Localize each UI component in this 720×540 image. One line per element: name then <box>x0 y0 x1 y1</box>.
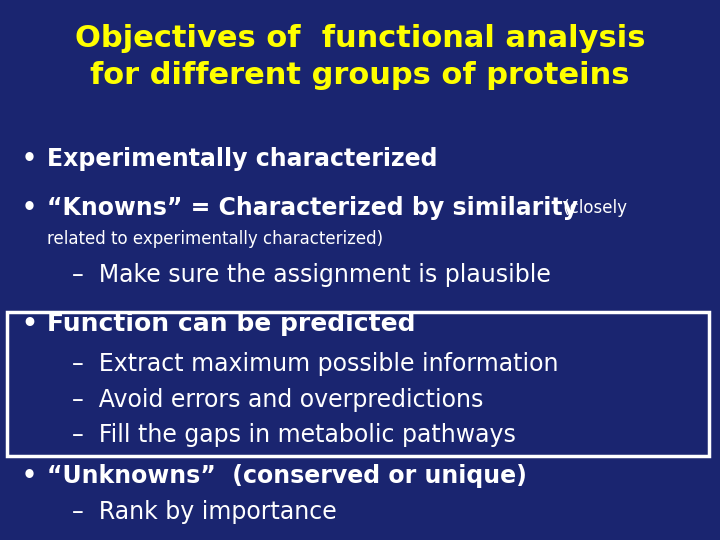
Text: •: • <box>22 312 37 336</box>
Text: Objectives of  functional analysis
for different groups of proteins: Objectives of functional analysis for di… <box>75 24 645 90</box>
Text: –  Avoid errors and overpredictions: – Avoid errors and overpredictions <box>72 388 483 411</box>
FancyBboxPatch shape <box>7 312 709 456</box>
Text: •: • <box>22 464 37 488</box>
Text: –  Make sure the assignment is plausible: – Make sure the assignment is plausible <box>72 264 551 287</box>
Text: Function can be predicted: Function can be predicted <box>47 312 415 336</box>
Text: –  Rank by importance: – Rank by importance <box>72 500 337 524</box>
Text: “Unknowns”  (conserved or unique): “Unknowns” (conserved or unique) <box>47 464 526 488</box>
Text: •: • <box>22 147 37 171</box>
Text: –  Extract maximum possible information: – Extract maximum possible information <box>72 353 559 376</box>
Text: “Knowns” = Characterized by similarity: “Knowns” = Characterized by similarity <box>47 196 577 220</box>
Text: related to experimentally characterized): related to experimentally characterized) <box>47 230 383 248</box>
Text: –  Fill the gaps in metabolic pathways: – Fill the gaps in metabolic pathways <box>72 423 516 447</box>
Text: Experimentally characterized: Experimentally characterized <box>47 147 437 171</box>
Text: (closely: (closely <box>558 199 627 217</box>
Text: •: • <box>22 196 37 220</box>
